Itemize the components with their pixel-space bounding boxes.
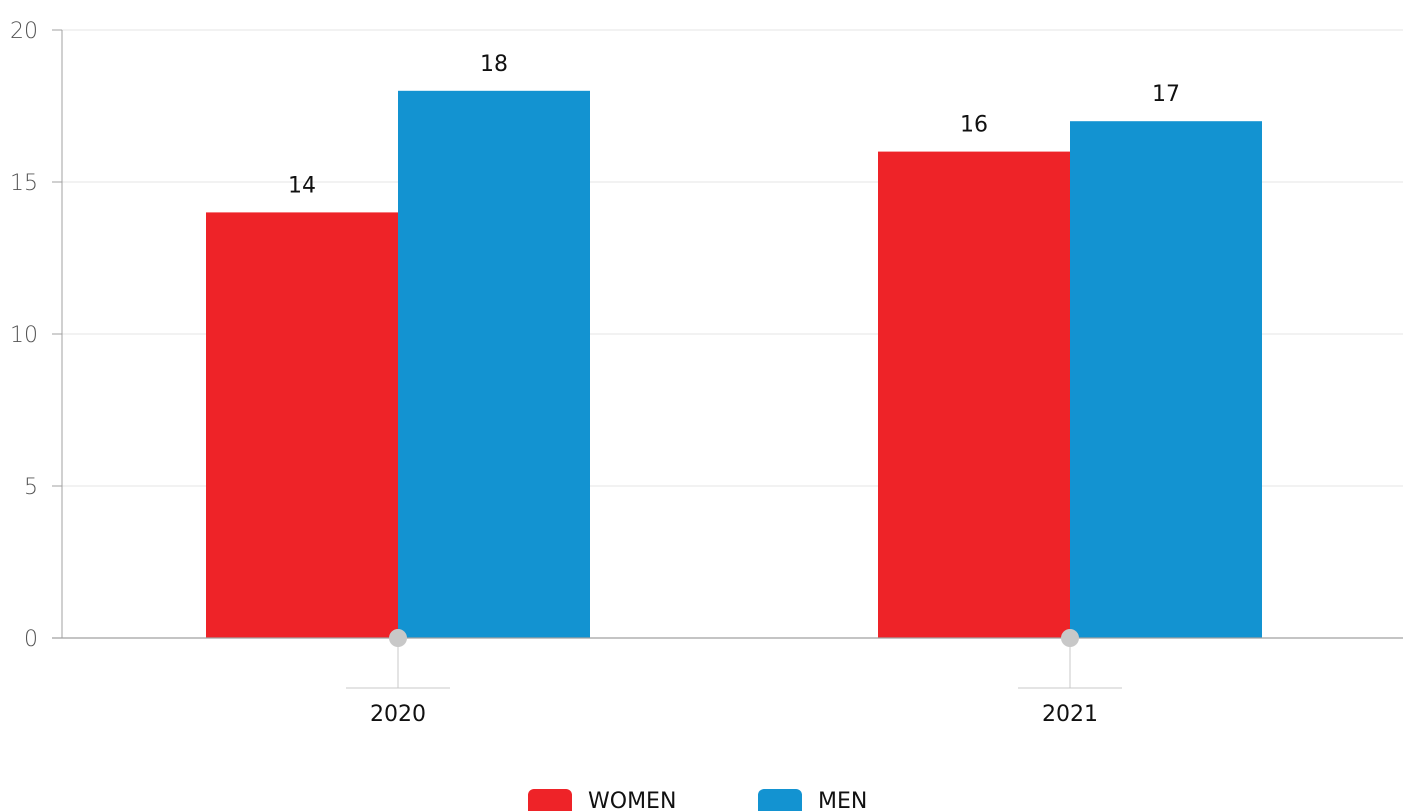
x-tick-dot	[389, 629, 407, 647]
bars	[206, 90, 1262, 639]
data-label: 17	[1152, 82, 1180, 107]
bar	[1070, 121, 1262, 638]
bar	[878, 151, 1070, 638]
legend-swatch	[758, 789, 802, 811]
y-tick-label: 15	[10, 171, 38, 196]
legend-swatch	[528, 789, 572, 811]
y-tick-label: 5	[24, 475, 38, 500]
y-tick-label: 20	[10, 19, 38, 44]
x-tick-label: 2021	[1042, 702, 1098, 727]
x-axis: 2020 2021	[52, 629, 1403, 727]
data-label: 14	[288, 173, 316, 198]
y-tick-label: 10	[10, 323, 38, 348]
data-label: 18	[480, 52, 508, 77]
data-labels: 14 18 16 17	[288, 52, 1180, 199]
bar	[398, 90, 590, 639]
x-tick-dot	[1061, 629, 1079, 647]
data-label: 16	[960, 113, 988, 138]
legend-label: WOMEN	[588, 789, 676, 811]
x-tick-label: 2020	[370, 702, 426, 727]
y-tick-label: 0	[24, 627, 38, 652]
legend: WOMEN MEN	[528, 789, 867, 811]
legend-label: MEN	[818, 789, 867, 811]
y-axis: 0 5 10 15 20	[10, 19, 63, 652]
bar	[206, 212, 398, 638]
